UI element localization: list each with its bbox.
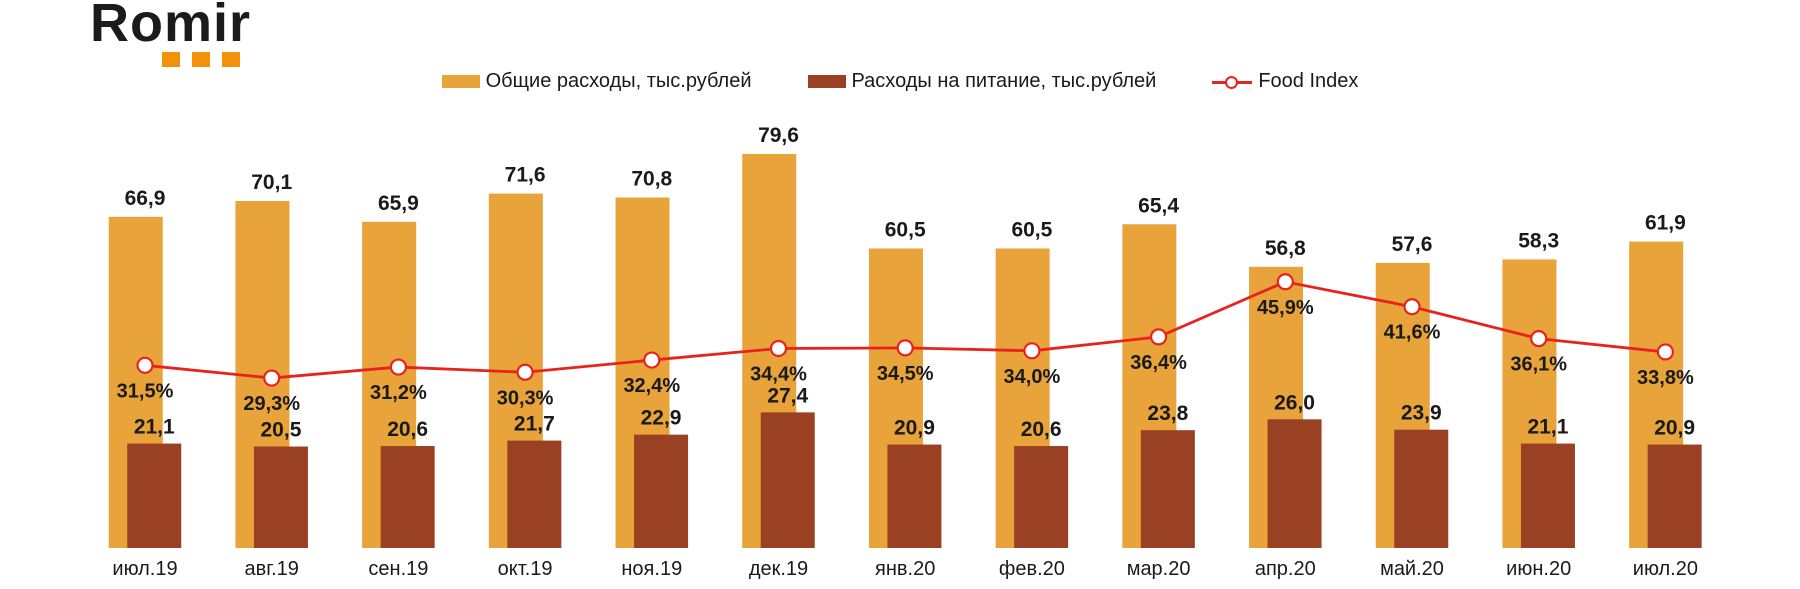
food-index-marker	[896, 339, 914, 357]
food-index-marker	[1530, 330, 1548, 348]
food-index-value-label: 31,2%	[370, 382, 427, 404]
food-index-value-label: 41,6%	[1384, 322, 1441, 344]
x-axis-label: июл.20	[1633, 558, 1698, 580]
total-expenses-value-label: 71,6	[505, 164, 546, 187]
x-axis-label: апр.20	[1255, 558, 1316, 580]
total-expenses-value-label: 65,9	[378, 192, 419, 215]
food-index-value-label: 32,4%	[623, 375, 680, 397]
food-expenses-value-label: 21,7	[514, 413, 555, 436]
bar-food-expenses	[507, 440, 562, 548]
total-expenses-value-label: 79,6	[758, 124, 799, 147]
total-expenses-value-label: 61,9	[1645, 212, 1686, 235]
legend-item-food-expenses: Расходы на питание, тыс.рублей	[807, 70, 1157, 93]
bar-food-expenses	[253, 446, 308, 548]
food-expenses-value-label: 21,1	[134, 416, 175, 439]
x-axis-label: окт.19	[498, 558, 553, 580]
total-expenses-value-label: 65,4	[1138, 194, 1179, 217]
total-expenses-value-label: 56,8	[1265, 237, 1306, 260]
food-expenses-swatch-icon	[807, 75, 846, 88]
food-expenses-value-label: 23,8	[1147, 402, 1188, 425]
bar-food-expenses	[1267, 419, 1322, 548]
logo-square-icon	[162, 52, 180, 67]
total-expenses-value-label: 60,5	[885, 219, 926, 242]
x-axis-label: июн.20	[1506, 558, 1571, 580]
food-index-line-swatch-icon	[1212, 75, 1253, 89]
food-expenses-value-label: 21,1	[1528, 416, 1569, 439]
bar-food-expenses	[380, 446, 435, 548]
food-index-marker	[136, 356, 154, 374]
food-index-value-label: 34,4%	[750, 363, 807, 385]
total-expenses-value-label: 70,1	[251, 171, 292, 194]
bar-food-expenses	[1647, 444, 1702, 548]
romir-logo: Romir	[90, 0, 252, 67]
x-axis-label: май.20	[1380, 558, 1444, 580]
romir-logo-squares	[162, 52, 240, 67]
logo-square-icon	[192, 52, 210, 67]
x-axis-label: янв.20	[875, 558, 935, 580]
food-expenses-value-label: 27,4	[767, 384, 808, 407]
food-index-value-label: 29,3%	[243, 393, 300, 415]
total-expenses-value-label: 70,8	[631, 168, 672, 191]
food-index-marker	[389, 358, 407, 376]
food-expenses-value-label: 20,6	[1021, 418, 1062, 441]
food-index-swatch-marker	[1225, 75, 1239, 89]
legend-label: Food Index	[1258, 70, 1359, 92]
food-expenses-value-label: 20,6	[387, 418, 428, 441]
logo-square-icon	[222, 52, 240, 67]
x-axis-label: сен.19	[368, 558, 428, 580]
food-index-value-label: 45,9%	[1257, 297, 1314, 319]
food-index-marker	[1276, 273, 1294, 291]
total-expenses-value-label: 58,3	[1518, 229, 1559, 252]
food-index-marker	[1023, 342, 1041, 360]
food-index-marker	[1149, 328, 1168, 346]
bar-food-expenses	[1014, 446, 1069, 548]
food-index-value-label: 34,0%	[1004, 366, 1061, 388]
x-axis-label: авг.19	[244, 558, 298, 580]
total-expenses-value-label: 57,6	[1392, 233, 1433, 256]
food-index-marker	[769, 339, 788, 358]
x-axis-label: дек.19	[749, 558, 808, 580]
food-index-marker	[1656, 343, 1675, 361]
food-index-value-label: 33,8%	[1637, 367, 1694, 389]
bar-food-expenses	[1520, 443, 1575, 548]
x-axis-label: июл.19	[112, 558, 177, 580]
x-axis-label: фев.20	[999, 558, 1065, 580]
food-expenses-value-label: 20,9	[894, 417, 935, 440]
x-axis-label: мар.20	[1127, 558, 1191, 580]
legend-item-total-expenses: Общие расходы, тыс.рублей	[441, 70, 752, 93]
chart-legend: Общие расходы, тыс.рублей Расходы на пит…	[0, 70, 1800, 93]
bar-food-expenses	[887, 444, 942, 548]
total-expenses-value-label: 66,9	[125, 187, 166, 210]
romir-logo-text: Romir	[90, 0, 252, 53]
x-axis-label: ноя.19	[621, 558, 682, 580]
food-expenses-value-label: 20,9	[1654, 417, 1695, 440]
food-index-marker	[516, 363, 534, 381]
total-expenses-swatch-icon	[441, 75, 480, 88]
food-index-value-label: 31,5%	[117, 380, 174, 402]
food-index-marker	[1403, 298, 1421, 316]
legend-label: Расходы на питание, тыс.рублей	[851, 70, 1157, 92]
food-index-value-label: 30,3%	[497, 387, 554, 409]
bar-food-expenses	[634, 434, 689, 548]
bar-food-expenses	[760, 412, 815, 548]
food-expenses-value-label: 23,9	[1401, 402, 1442, 425]
legend-item-food-index: Food Index	[1212, 70, 1358, 93]
food-expenses-value-label: 22,9	[641, 407, 682, 430]
food-expenses-value-label: 26,0	[1274, 391, 1315, 414]
food-index-value-label: 36,4%	[1130, 352, 1187, 374]
food-index-value-label: 36,1%	[1510, 354, 1567, 376]
legend-label: Общие расходы, тыс.рублей	[485, 70, 752, 92]
bar-food-expenses	[1394, 429, 1449, 548]
bar-food-expenses	[1140, 430, 1195, 548]
food-expenses-value-label: 20,5	[261, 419, 302, 442]
food-index-marker	[263, 369, 281, 387]
total-expenses-value-label: 60,5	[1011, 219, 1052, 242]
food-index-marker	[643, 351, 661, 369]
bar-food-expenses	[127, 443, 182, 548]
food-index-value-label: 34,5%	[877, 363, 934, 385]
